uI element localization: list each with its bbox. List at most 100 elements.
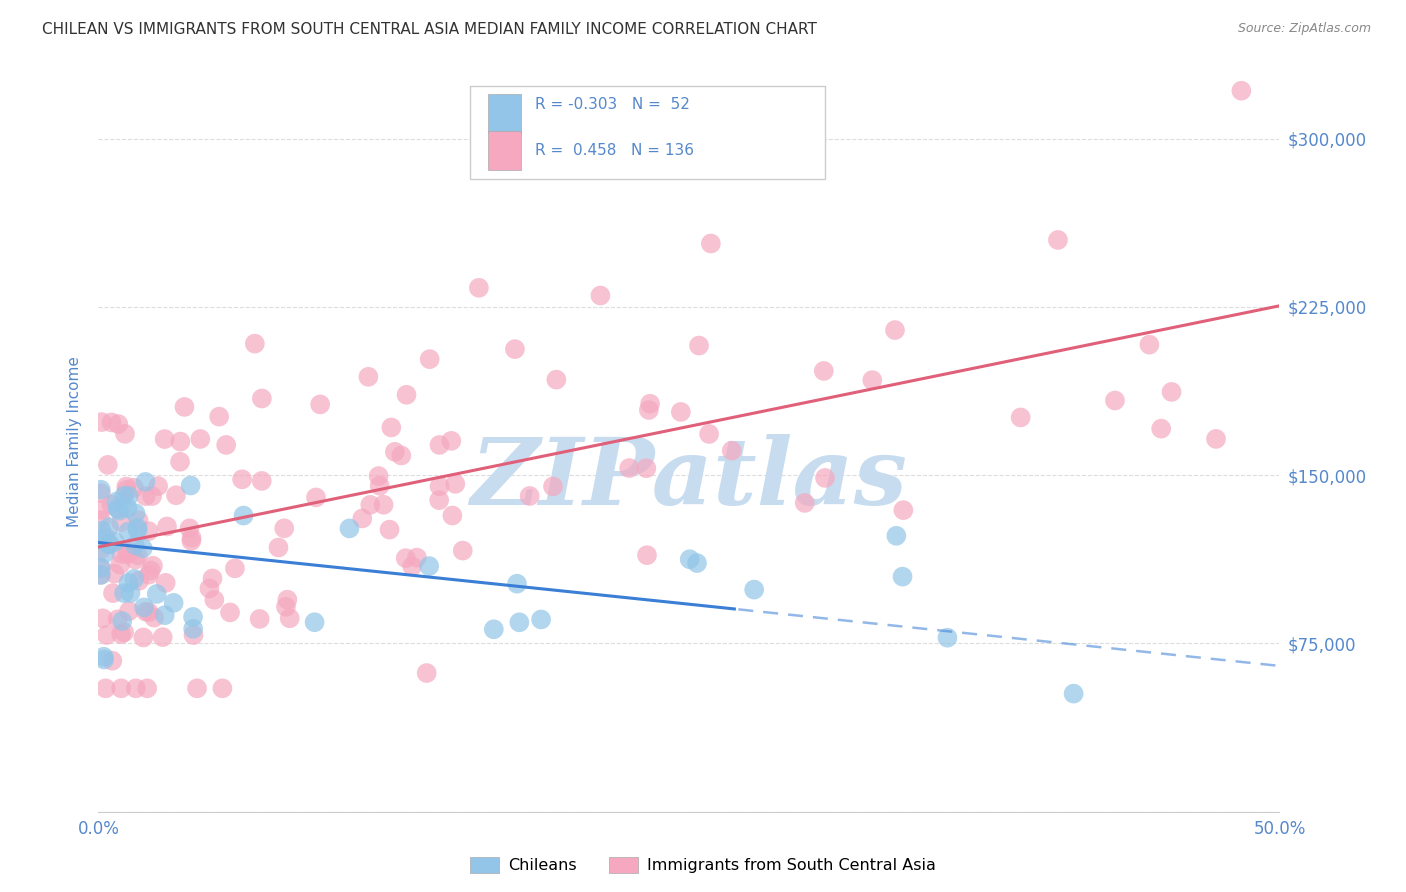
Point — [108, 503, 131, 517]
Point — [90, 533, 112, 547]
Point — [589, 288, 612, 302]
Point — [173, 400, 195, 414]
Point — [101, 654, 124, 668]
Point — [100, 416, 122, 430]
Point — [936, 631, 959, 645]
Point — [90, 524, 112, 538]
Point — [103, 566, 125, 581]
Point — [401, 559, 423, 574]
Point — [110, 627, 132, 641]
Point — [117, 501, 139, 516]
Point — [90, 560, 112, 574]
Point — [90, 561, 112, 575]
Point — [127, 521, 149, 535]
Point — [814, 471, 837, 485]
Point — [669, 405, 692, 419]
Point — [546, 373, 568, 387]
Point — [367, 469, 389, 483]
Point — [482, 622, 505, 636]
Point — [169, 455, 191, 469]
Point — [135, 489, 157, 503]
Point — [429, 438, 451, 452]
Point — [183, 628, 205, 642]
Point — [232, 508, 254, 523]
Point — [165, 488, 187, 502]
Point — [90, 486, 112, 500]
Point — [135, 605, 157, 619]
Point — [117, 524, 139, 539]
Point — [508, 615, 530, 630]
Point — [118, 545, 141, 559]
Point — [114, 426, 136, 441]
Point — [679, 552, 702, 566]
Point — [1046, 233, 1069, 247]
Point — [90, 415, 112, 429]
Point — [215, 438, 238, 452]
Point — [107, 612, 129, 626]
Point — [94, 681, 117, 696]
Point — [891, 503, 914, 517]
Point — [97, 537, 120, 551]
Point — [1010, 410, 1032, 425]
Point — [93, 652, 115, 666]
Point — [93, 649, 115, 664]
Point — [153, 432, 176, 446]
Point — [250, 392, 273, 406]
Point — [243, 336, 266, 351]
Point — [305, 491, 328, 505]
Point — [128, 574, 150, 588]
FancyBboxPatch shape — [488, 131, 522, 169]
Point — [108, 558, 131, 572]
Point — [619, 461, 641, 475]
Point — [90, 483, 112, 497]
Point — [506, 576, 529, 591]
Point — [110, 547, 132, 561]
Y-axis label: Median Family Income: Median Family Income — [67, 356, 83, 527]
Point — [444, 476, 467, 491]
Point — [179, 521, 201, 535]
Point — [127, 549, 149, 563]
Point — [124, 552, 146, 566]
Point — [110, 515, 132, 529]
Point — [384, 445, 406, 459]
Point — [120, 586, 142, 600]
Point — [636, 461, 658, 475]
Point — [700, 236, 723, 251]
Point — [117, 575, 139, 590]
Point — [273, 521, 295, 535]
Point — [188, 432, 211, 446]
Point — [278, 611, 301, 625]
Point — [304, 615, 326, 630]
Point — [118, 489, 141, 503]
Point — [105, 495, 128, 509]
Point — [124, 506, 146, 520]
Point — [169, 434, 191, 449]
Point — [132, 541, 155, 556]
Point — [638, 397, 661, 411]
Point — [742, 582, 765, 597]
Point — [104, 534, 127, 549]
Point — [793, 496, 815, 510]
Point — [138, 567, 160, 582]
Point — [118, 604, 141, 618]
Point — [1137, 337, 1160, 351]
Point — [231, 472, 253, 486]
Point — [697, 426, 720, 441]
Point — [124, 538, 146, 552]
Point — [180, 478, 202, 492]
Point — [112, 489, 135, 503]
Point — [1160, 384, 1182, 399]
Point — [139, 563, 162, 577]
Point — [156, 519, 179, 533]
Point — [94, 546, 117, 560]
FancyBboxPatch shape — [488, 95, 522, 133]
Point — [136, 681, 159, 696]
Point — [886, 529, 908, 543]
Point — [1205, 432, 1227, 446]
Point — [249, 612, 271, 626]
Point — [309, 397, 332, 411]
Point — [132, 631, 155, 645]
Point — [720, 443, 742, 458]
Point — [389, 449, 412, 463]
Point — [145, 587, 167, 601]
